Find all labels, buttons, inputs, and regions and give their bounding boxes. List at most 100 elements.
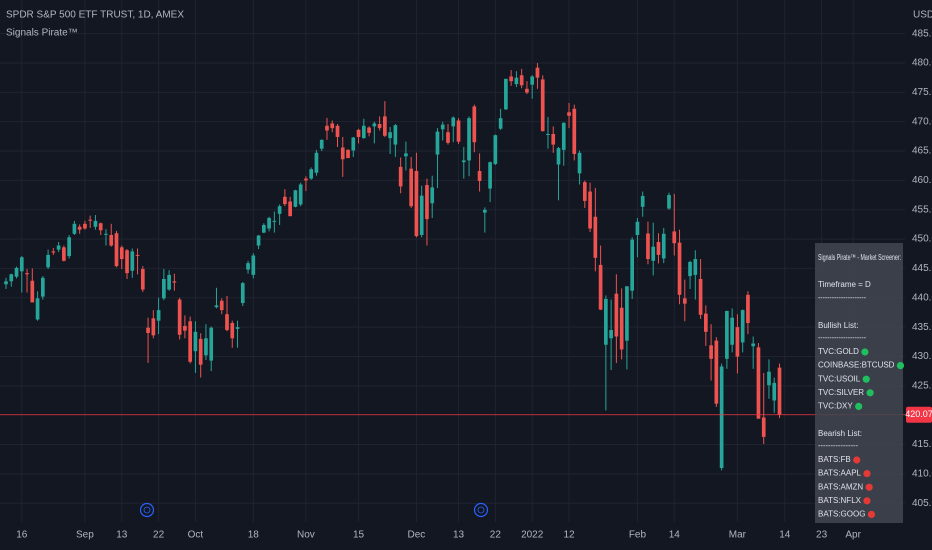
bullish-label: Bullish List: [818,321,858,330]
candle-body [377,124,382,129]
candle-body [551,134,556,145]
y-tick-label: 435.00 [912,322,932,333]
candle-body [93,220,98,227]
panel-title: Signals Pirate™ - Market Screener: [818,253,901,262]
candle-body [77,226,82,230]
candle-body [709,345,713,359]
dividend-marker [139,502,155,518]
candle-body [256,235,261,246]
candle-body [167,274,171,290]
status-dot [863,470,871,478]
candle-body [151,318,156,336]
x-tick-label: Mar [729,530,747,541]
candle-body [404,153,408,157]
last-price-box [906,406,932,423]
candle-body [619,307,624,350]
candle-body [240,283,245,304]
x-tick-label: 16 [16,530,28,541]
candle-body [367,127,371,133]
candle-body [135,254,140,256]
candle-body [293,190,298,207]
candle-body [688,261,692,277]
status-dot [862,375,870,383]
candle-body [272,220,277,222]
candle-body [25,273,29,275]
candle-body [83,223,87,229]
candle-body [635,221,640,235]
candle-body [461,160,466,163]
candle-body [561,122,566,150]
x-tick-label: 22 [153,530,165,541]
candle-body [325,125,329,131]
candle-body [267,217,271,229]
x-tick-label: Sep [76,530,94,541]
status-dot [861,348,869,356]
candle-body [682,298,687,304]
candle-body [188,321,193,362]
candle-body [751,343,756,347]
candle-body [361,125,366,139]
candle-body [246,263,250,270]
x-tick-label: 14 [779,530,791,541]
candle-body [319,139,324,149]
status-dot [865,483,873,491]
candle-body [456,120,461,142]
candle-body [414,170,419,237]
candle-body [346,149,350,159]
x-tick-label: 2022 [521,530,544,541]
candle-body [277,206,282,214]
candle-body [288,201,292,217]
candle-body [46,254,50,268]
candle-body [304,178,308,181]
candle-body [51,251,56,253]
candle-body [693,259,698,275]
candle-body [667,195,671,209]
candle-body [525,88,529,93]
candle-body [219,300,224,311]
candle-body [472,106,477,143]
status-dot [853,456,861,464]
ticker: TVC:USOIL [818,374,861,383]
candle-body [767,371,771,386]
candle-body [451,117,456,127]
candle-body [67,237,71,257]
x-tick-label: 23 [816,530,828,541]
candle-body [598,264,603,310]
candle-body [772,382,777,401]
candle-body [162,278,166,299]
separator: --------------------- [818,333,866,342]
candle-body [209,327,214,361]
x-tick-label: Apr [845,530,861,541]
candle-body [309,169,314,179]
candle-body [230,323,235,339]
candle-body [235,327,240,329]
candle-body [761,417,766,437]
candle-body [40,277,45,297]
ticker: COINBASE:BTCUSD [818,361,895,370]
candle-body [630,239,635,291]
candle-body [546,134,550,136]
candle-body [393,125,398,145]
screener-panel: Signals Pirate™ - Market Screener: Timef… [815,243,905,523]
separator: --------------------- [818,293,866,302]
candle-body [588,191,592,229]
y-tick-label: 470.00 [912,116,932,127]
candle-body [488,162,492,189]
candle-body [509,76,513,82]
candle-body [640,195,645,207]
y-tick-label: 485.00 [912,28,932,39]
candle-body [614,293,619,337]
candle-body [530,76,535,85]
x-tick-label: 22 [490,530,502,541]
y-tick-label: 475.00 [912,87,932,98]
candle-body [251,255,256,275]
candle-body [4,281,8,285]
y-tick-label: 440.00 [912,292,932,303]
candle-body [119,247,124,260]
candle-body [419,195,424,235]
x-tick-label: 18 [248,530,260,541]
candle-body [409,168,414,207]
ticker: TVC:DXY [818,402,853,411]
